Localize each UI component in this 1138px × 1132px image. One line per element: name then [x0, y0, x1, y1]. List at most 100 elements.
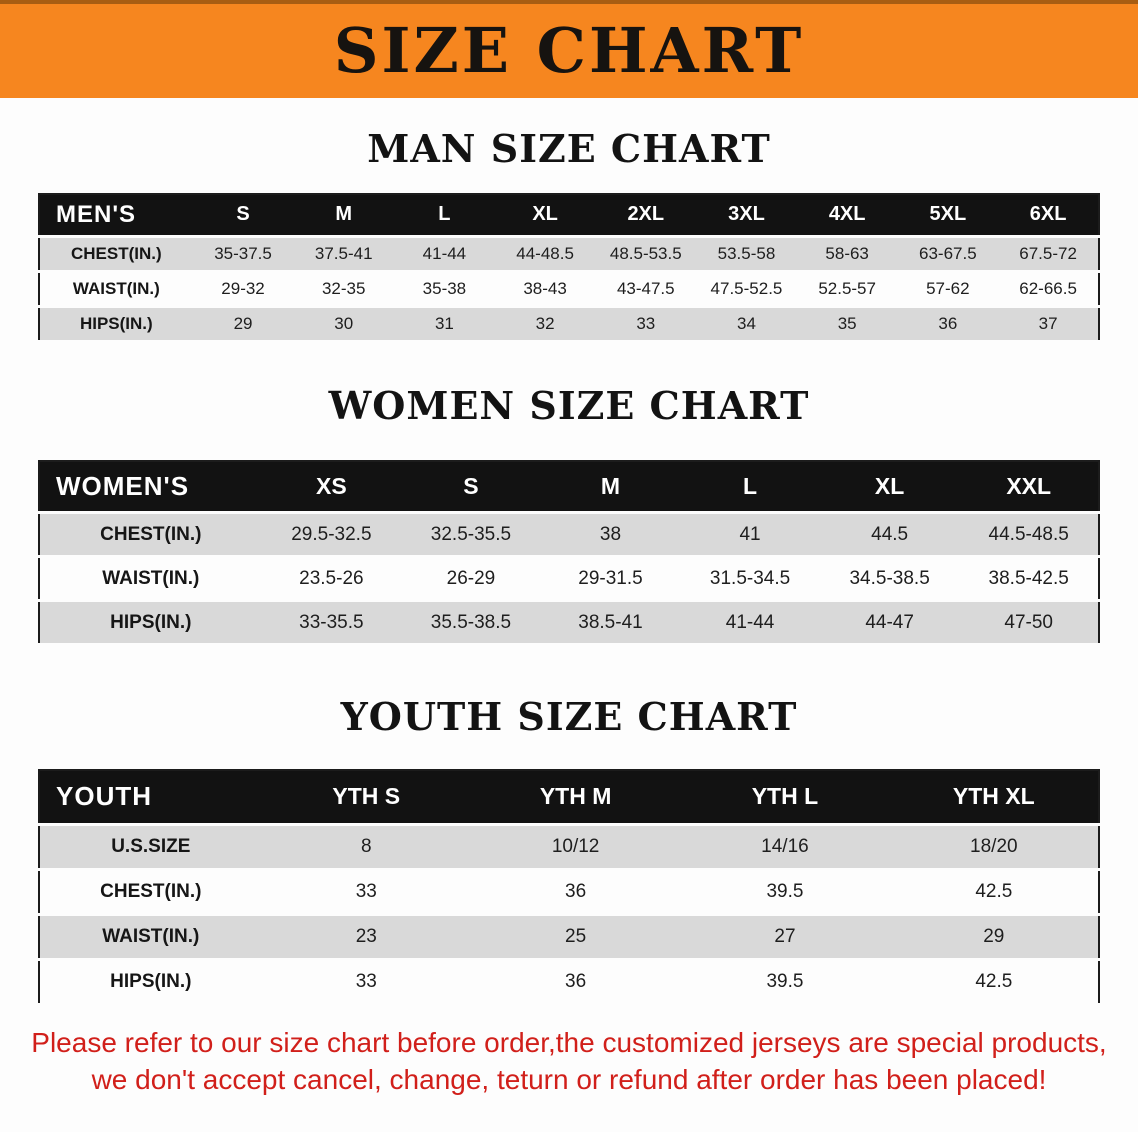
value-cell: 35-37.5: [192, 236, 294, 273]
value-cell: 23: [261, 914, 471, 961]
row-label-cell: WAIST(IN.): [39, 914, 262, 961]
value-cell: 26-29: [401, 556, 541, 602]
size-header-cell: XL: [494, 194, 596, 238]
size-chart-banner: SIZE CHART: [0, 0, 1138, 98]
value-cell: 37: [998, 306, 1099, 343]
table-row: HIPS(IN.) 29 30 31 32 33 34 35 36 37: [39, 306, 1099, 343]
size-header-cell: YTH L: [680, 770, 890, 826]
value-cell: 41: [680, 512, 820, 558]
disclaimer-line-2: we don't accept cancel, change, teturn o…: [91, 1064, 1047, 1096]
size-header-cell: M: [293, 194, 395, 238]
men-size-table: MEN'S S M L XL 2XL 3XL 4XL 5XL 6XL CHEST(IN.) 35-37…: [38, 193, 1100, 343]
value-cell: 44.5: [819, 512, 960, 558]
value-cell: 38.5-41: [540, 600, 681, 646]
youth-section-heading: YOUTH SIZE CHART: [340, 694, 798, 739]
row-label-cell: WAIST(IN.): [39, 556, 262, 602]
size-header-cell: 2XL: [595, 194, 697, 238]
value-cell: 47-50: [959, 600, 1099, 646]
value-cell: 43-47.5: [595, 271, 697, 308]
table-title-cell: YOUTH: [39, 770, 262, 826]
size-header-cell: YTH S: [261, 770, 471, 826]
value-cell: 34: [696, 306, 797, 343]
value-cell: 36: [470, 959, 681, 1006]
value-cell: 36: [470, 869, 681, 916]
size-header-cell: XXL: [959, 460, 1099, 514]
value-cell: 39.5: [680, 959, 890, 1006]
value-cell: 35.5-38.5: [401, 600, 541, 646]
value-cell: 32: [494, 306, 596, 343]
value-cell: 33: [261, 869, 471, 916]
row-label-cell: HIPS(IN.): [39, 959, 262, 1006]
table-row: WAIST(IN.) 23 25 27 29: [39, 914, 1099, 961]
table-row: CHEST(IN.) 35-37.5 37.5-41 41-44 44-48.5 48.5…: [39, 236, 1099, 273]
women-section-heading: WOMEN SIZE CHART: [328, 382, 810, 428]
youth-size-section: YOUTH SIZE CHART YOUTH YTH S YTH M YTH L YTH…: [38, 694, 1100, 1006]
value-cell: 35: [796, 306, 898, 343]
table-row: CHEST(IN.) 33 36 39.5 42.5: [39, 869, 1099, 916]
table-row: HIPS(IN.) 33 36 39.5 42.5: [39, 959, 1099, 1006]
value-cell: 14/16: [680, 824, 890, 871]
size-header-cell: 6XL: [998, 194, 1099, 238]
value-cell: 42.5: [889, 869, 1099, 916]
value-cell: 67.5-72: [998, 236, 1099, 273]
value-cell: 41-44: [394, 236, 495, 273]
size-header-cell: 5XL: [897, 194, 999, 238]
size-header-cell: 4XL: [796, 194, 898, 238]
table-row: WAIST(IN.) 29-32 32-35 35-38 38-43 43-47.5 47.…: [39, 271, 1099, 308]
women-size-table: WOMEN'S XS S M L XL XXL CHEST(IN.) 29.5-32.5 32.5…: [38, 459, 1100, 646]
table-row: CHEST(IN.) 29.5-32.5 32.5-35.5 38 41 44.5 44.5…: [39, 512, 1099, 558]
table-row: HIPS(IN.) 33-35.5 35.5-38.5 38.5-41 41-44 44-…: [39, 600, 1099, 646]
value-cell: 38-43: [494, 271, 596, 308]
size-header-cell: S: [192, 194, 294, 238]
value-cell: 38: [540, 512, 681, 558]
size-header-cell: YTH XL: [889, 770, 1099, 826]
value-cell: 44-47: [819, 600, 960, 646]
value-cell: 27: [680, 914, 890, 961]
value-cell: 32.5-35.5: [401, 512, 541, 558]
value-cell: 29.5-32.5: [261, 512, 402, 558]
size-header-cell: YTH M: [470, 770, 681, 826]
value-cell: 33: [261, 959, 471, 1006]
value-cell: 44.5-48.5: [959, 512, 1099, 558]
table-row: WAIST(IN.) 23.5-26 26-29 29-31.5 31.5-34.5 34…: [39, 556, 1099, 602]
value-cell: 52.5-57: [796, 271, 898, 308]
value-cell: 23.5-26: [261, 556, 402, 602]
value-cell: 36: [897, 306, 999, 343]
value-cell: 25: [470, 914, 681, 961]
row-label-cell: WAIST(IN.): [39, 271, 193, 308]
value-cell: 42.5: [889, 959, 1099, 1006]
value-cell: 38.5-42.5: [959, 556, 1099, 602]
value-cell: 18/20: [889, 824, 1099, 871]
size-header-cell: 3XL: [696, 194, 797, 238]
value-cell: 39.5: [680, 869, 890, 916]
value-cell: 31: [394, 306, 495, 343]
value-cell: 30: [293, 306, 395, 343]
value-cell: 62-66.5: [998, 271, 1099, 308]
women-size-section: WOMEN SIZE CHART WOMEN'S XS S M L XL XXL CHEST(…: [38, 382, 1100, 646]
size-header-cell: M: [540, 460, 681, 514]
youth-size-table: YOUTH YTH S YTH M YTH L YTH XL U.S.SIZE 8 10/12…: [38, 769, 1100, 1006]
value-cell: 35-38: [394, 271, 495, 308]
size-header-cell: S: [401, 460, 541, 514]
size-header-cell: XL: [819, 460, 960, 514]
size-header-cell: L: [680, 460, 820, 514]
value-cell: 10/12: [470, 824, 681, 871]
disclaimer-line-1: Please refer to our size chart before or…: [31, 1026, 1107, 1058]
value-cell: 34.5-38.5: [819, 556, 960, 602]
men-section-heading: MAN SIZE CHART: [367, 126, 771, 171]
value-cell: 58-63: [796, 236, 898, 273]
value-cell: 44-48.5: [494, 236, 596, 273]
value-cell: 53.5-58: [696, 236, 797, 273]
value-cell: 29-31.5: [540, 556, 681, 602]
table-title-cell: MEN'S: [39, 194, 193, 238]
row-label-cell: CHEST(IN.): [39, 869, 262, 916]
value-cell: 47.5-52.5: [696, 271, 797, 308]
row-label-cell: CHEST(IN.): [39, 512, 262, 558]
row-label-cell: U.S.SIZE: [39, 824, 262, 871]
value-cell: 29: [889, 914, 1099, 961]
banner-title: SIZE CHART: [333, 14, 805, 87]
value-cell: 57-62: [897, 271, 999, 308]
table-row: U.S.SIZE 8 10/12 14/16 18/20: [39, 824, 1099, 871]
value-cell: 33: [595, 306, 697, 343]
disclaimer: Please refer to our size chart before or…: [0, 1024, 1138, 1100]
